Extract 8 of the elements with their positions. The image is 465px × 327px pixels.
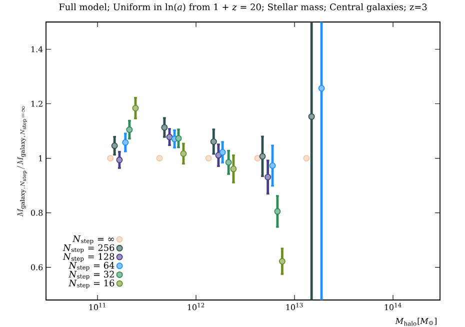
legend-label: N$_{step}$ = 64 [68,262,114,271]
legend-label: N$_{step}$ = ∞ [72,236,114,244]
legend-label: N$_{step}$ = 256 [62,244,114,254]
legend-label: N$_{step}$ = 128 [62,253,114,262]
legend-label: N$_{step}$ = 16 [68,280,114,289]
y-axis-title: $M_{\mathrm{galaxy},N_{\mathrm{step}}}/M_{\mathrm{galaxy},N_{\mathrm{step}}=\infty}$ [16,106,27,217]
legend-label: N$_{step}$ = 32 [68,270,114,280]
chart-title: Full model; Uniform in ln(a) from 1 + z= 20; Stellar mass; Central galaxies; z=3 [59,3,427,12]
